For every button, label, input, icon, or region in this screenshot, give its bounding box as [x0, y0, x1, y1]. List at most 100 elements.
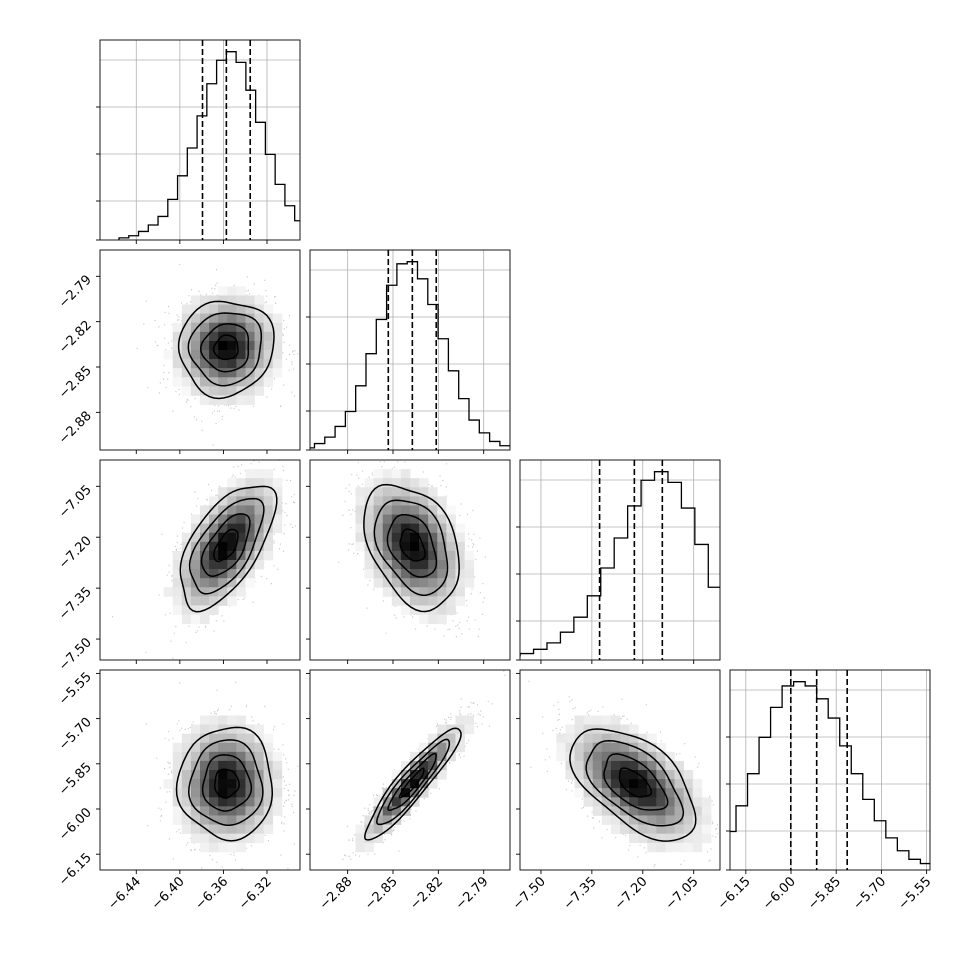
density-cell [172, 550, 183, 561]
density-cell [601, 733, 612, 744]
density-cell [455, 587, 465, 597]
density-cell [355, 523, 365, 534]
density-cell [254, 340, 265, 351]
density-cell [419, 560, 429, 570]
density-cell [272, 487, 283, 497]
density-cell [364, 550, 375, 561]
density-cell [391, 478, 402, 488]
density-cell [227, 842, 237, 853]
density-cell [692, 779, 703, 789]
density-cell [446, 505, 456, 515]
density-cell [373, 523, 384, 534]
density-cell [428, 578, 438, 588]
density-cell [583, 760, 594, 771]
density-cell [665, 797, 675, 807]
density-cell [245, 295, 255, 305]
density-cell [227, 733, 237, 744]
density-cell [172, 596, 183, 606]
density-cell [382, 514, 393, 525]
density-cell [236, 779, 246, 789]
contour-line-2 [585, 739, 685, 827]
density-cell [172, 806, 183, 816]
density-cell [592, 779, 603, 789]
density-cell [245, 815, 255, 825]
density-cell [400, 478, 411, 488]
density-cell [683, 833, 694, 844]
density-panel-3-2 [516, 669, 721, 874]
density-cell [373, 824, 384, 835]
density-cell [656, 770, 666, 780]
density-cell [455, 724, 465, 735]
density-cell [190, 514, 201, 525]
density-cell [172, 350, 183, 360]
density-cell [647, 797, 657, 807]
density-cell [227, 779, 237, 789]
density-cell [373, 806, 384, 816]
density-cell [200, 560, 210, 570]
density-cell [218, 779, 228, 789]
density-cell [446, 605, 456, 615]
density-cell [382, 541, 393, 552]
density-cell [656, 742, 666, 753]
density-cell [382, 587, 393, 597]
density-cell [382, 496, 393, 506]
density-cell [437, 550, 447, 561]
density-cell [410, 541, 420, 552]
density-cell [391, 578, 402, 588]
density-cell [391, 514, 402, 525]
density-cell [190, 295, 201, 305]
density-cell [254, 514, 265, 525]
density-cell [263, 514, 274, 525]
density-cell [181, 605, 192, 615]
density-cell [272, 359, 283, 369]
density-cell [218, 313, 228, 324]
density-cell [190, 806, 201, 816]
density-cell [665, 751, 675, 762]
density-cell [364, 541, 375, 552]
density-cell [200, 751, 210, 762]
density-cell [254, 487, 265, 497]
density-cell [209, 377, 219, 387]
density-cell [263, 505, 274, 515]
density-cell [419, 550, 429, 561]
density-cell [254, 797, 265, 807]
density-cell [236, 715, 246, 725]
density-cell [601, 715, 612, 725]
x-tick-label: −2.79 [453, 874, 492, 913]
density-cell [446, 578, 456, 588]
density-cell [410, 569, 420, 579]
density-cell [364, 833, 375, 844]
density-cell [638, 797, 648, 807]
y-tick-label: −2.82 [56, 318, 95, 357]
density-cell [419, 788, 429, 798]
density-cell [701, 806, 712, 816]
density-cell [382, 578, 393, 588]
density-cell [263, 368, 274, 378]
density-cell [263, 478, 274, 488]
density-cell [601, 815, 612, 825]
density-cell [272, 322, 283, 333]
density-cell [218, 359, 228, 369]
density-cell [638, 815, 648, 825]
density-cell [227, 797, 237, 807]
density-cell [227, 715, 237, 725]
density-cell [236, 842, 246, 853]
contour-line-2 [373, 499, 449, 596]
density-cell [583, 742, 594, 753]
density-cell [272, 806, 283, 816]
density-cell [263, 797, 274, 807]
density-cell [400, 770, 411, 780]
density-cell [254, 496, 265, 506]
density-cell [610, 824, 621, 835]
density-cell [428, 751, 438, 762]
density-cell [373, 487, 384, 497]
density-cell [218, 304, 228, 315]
density-cell [172, 605, 183, 615]
contour-line-3 [364, 727, 462, 841]
density-cell [355, 496, 365, 506]
density-cell [364, 478, 375, 488]
density-cell [373, 560, 384, 570]
density-cell [209, 523, 219, 534]
density-cell [172, 797, 183, 807]
density-cell [209, 295, 219, 305]
